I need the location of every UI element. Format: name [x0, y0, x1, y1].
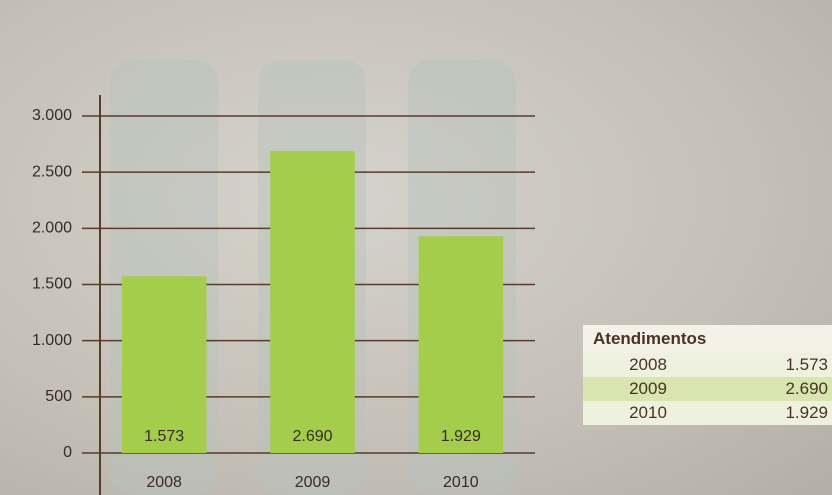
y-tick-label: 3.000	[32, 107, 72, 124]
table-cell: 2.690	[785, 379, 828, 398]
table-cell: 2008	[629, 355, 667, 374]
x-tick-label: 2008	[146, 474, 182, 491]
data-table: Atendimentos 2008 1.573 2009 2.690 2010 1.929	[583, 325, 832, 425]
bar	[270, 150, 355, 453]
bar	[121, 276, 207, 453]
table-title: Atendimentos	[583, 325, 832, 353]
x-tick-label: 2009	[295, 474, 331, 491]
y-tick-label: 0	[63, 444, 72, 461]
value-label: 1.573	[144, 428, 184, 445]
x-tick-label: 2010	[443, 474, 479, 491]
value-label: 2.690	[292, 428, 332, 445]
table-row: 2009 2.690	[583, 377, 832, 401]
y-tick-label: 1.000	[32, 332, 72, 349]
value-label: 1.929	[441, 428, 481, 445]
y-tick-label: 2.500	[32, 163, 72, 180]
table-cell: 1.929	[785, 403, 828, 422]
table-cell: 2009	[629, 379, 667, 398]
table-row: 2008 1.573	[583, 353, 832, 377]
table-cell: 1.573	[785, 355, 828, 374]
y-tick-label: 1.500	[32, 276, 72, 293]
table-cell: 2010	[629, 403, 667, 422]
y-tick-label: 2.000	[32, 220, 72, 237]
y-tick-label: 500	[45, 388, 72, 405]
table-row: 2010 1.929	[583, 401, 832, 425]
bar	[418, 236, 504, 453]
